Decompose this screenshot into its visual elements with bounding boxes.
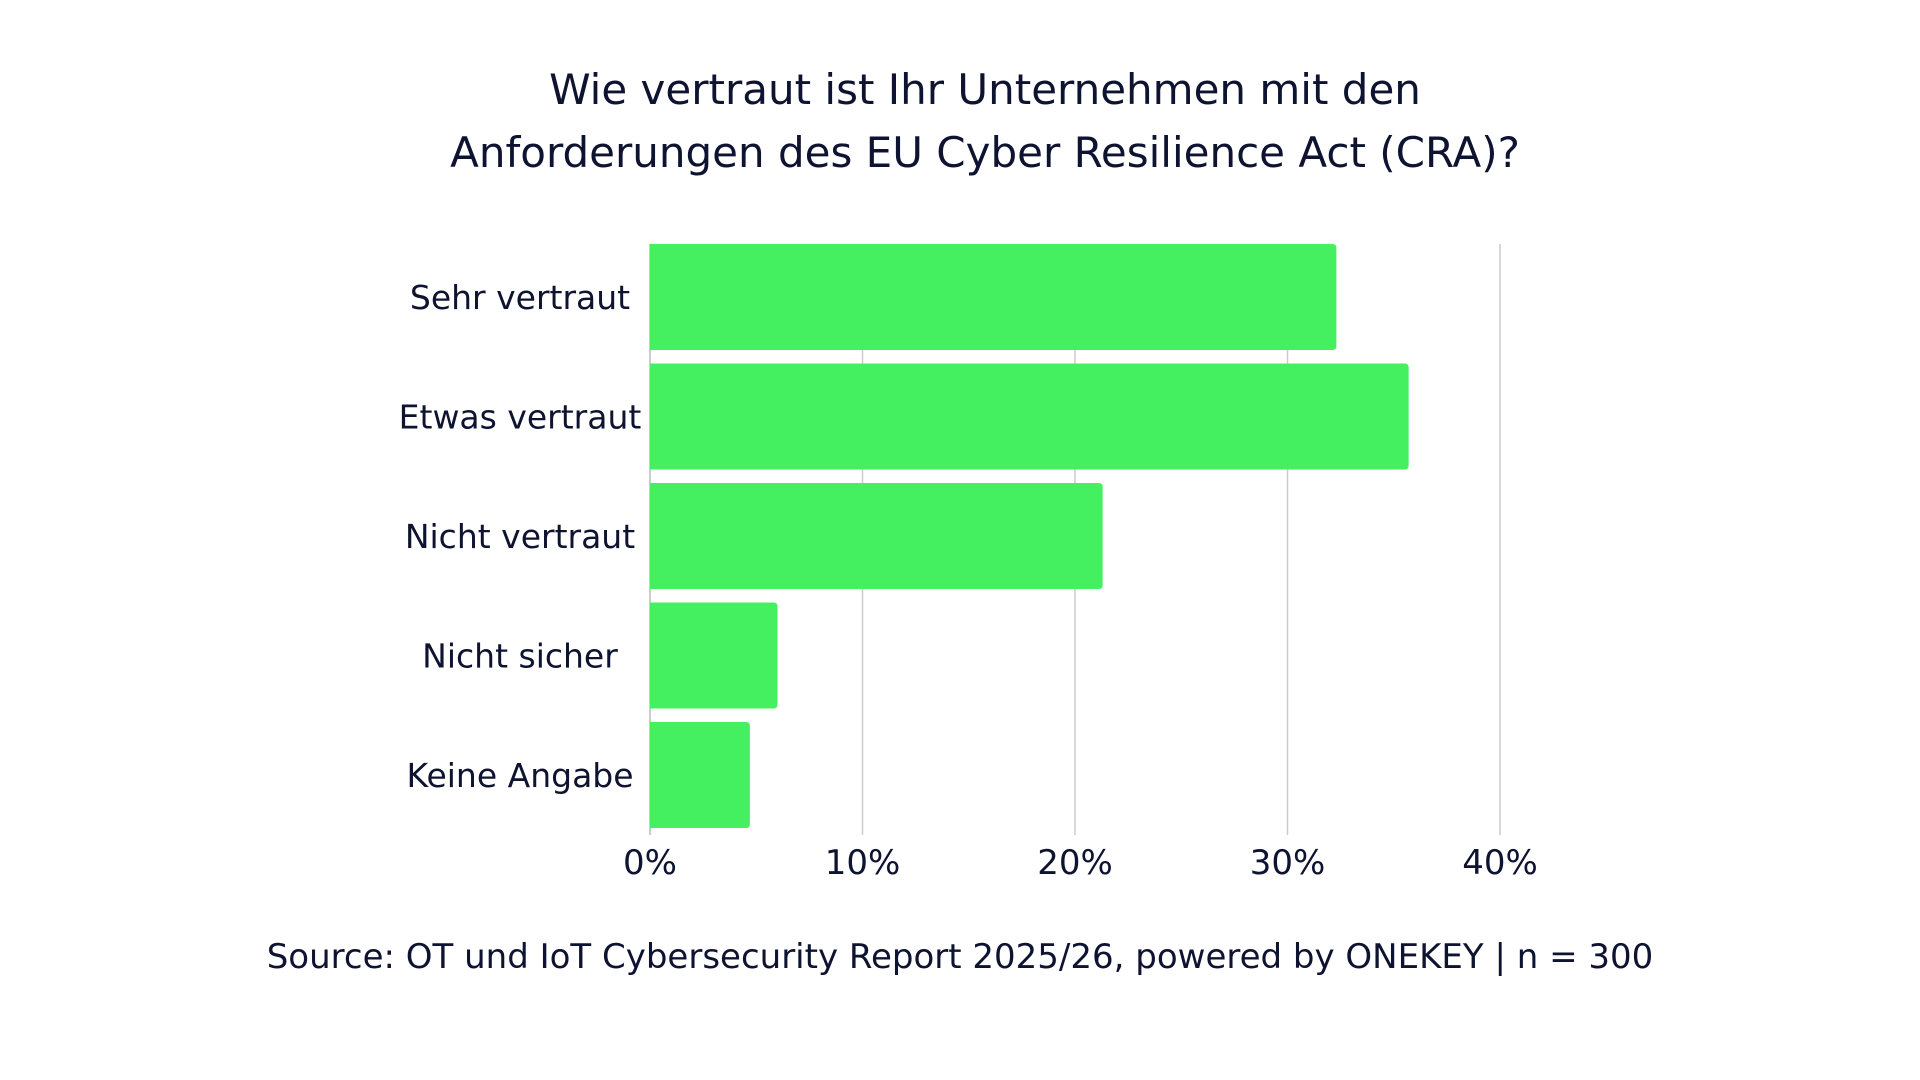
bars xyxy=(650,244,1409,828)
chart-title: Wie vertraut ist Ihr Unternehmen mit den… xyxy=(450,65,1520,177)
chart-title-line-1: Wie vertraut ist Ihr Unternehmen mit den xyxy=(549,65,1421,114)
source-note: Source: OT und IoT Cybersecurity Report … xyxy=(267,937,1654,977)
bar-nicht-sicher xyxy=(650,602,778,709)
chart-title-line-2: Anforderungen des EU Cyber Resilience Ac… xyxy=(450,128,1520,177)
x-tick-label-10: 10% xyxy=(825,843,901,883)
category-label-sehr-vertraut: Sehr vertraut xyxy=(410,278,630,317)
category-label-nicht-sicher: Nicht sicher xyxy=(422,637,618,676)
category-label-etwas-vertraut: Etwas vertraut xyxy=(399,398,642,437)
x-tick-label-30: 30% xyxy=(1250,843,1326,883)
x-tick-label-40: 40% xyxy=(1462,843,1538,883)
x-tick-label-0: 0% xyxy=(623,843,677,883)
x-axis-tick-labels: 0% 10% 20% 30% 40% xyxy=(623,843,1538,883)
category-label-nicht-vertraut: Nicht vertraut xyxy=(405,517,635,556)
x-tick-label-20: 20% xyxy=(1037,843,1113,883)
bar-sehr-vertraut xyxy=(650,244,1337,350)
category-label-keine-angabe: Keine Angabe xyxy=(406,756,633,795)
bar-keine-angabe xyxy=(650,722,750,828)
category-labels: Sehr vertraut Etwas vertraut Nicht vertrau… xyxy=(399,278,642,795)
bar-nicht-vertraut xyxy=(650,483,1103,589)
bar-etwas-vertraut xyxy=(650,363,1409,470)
